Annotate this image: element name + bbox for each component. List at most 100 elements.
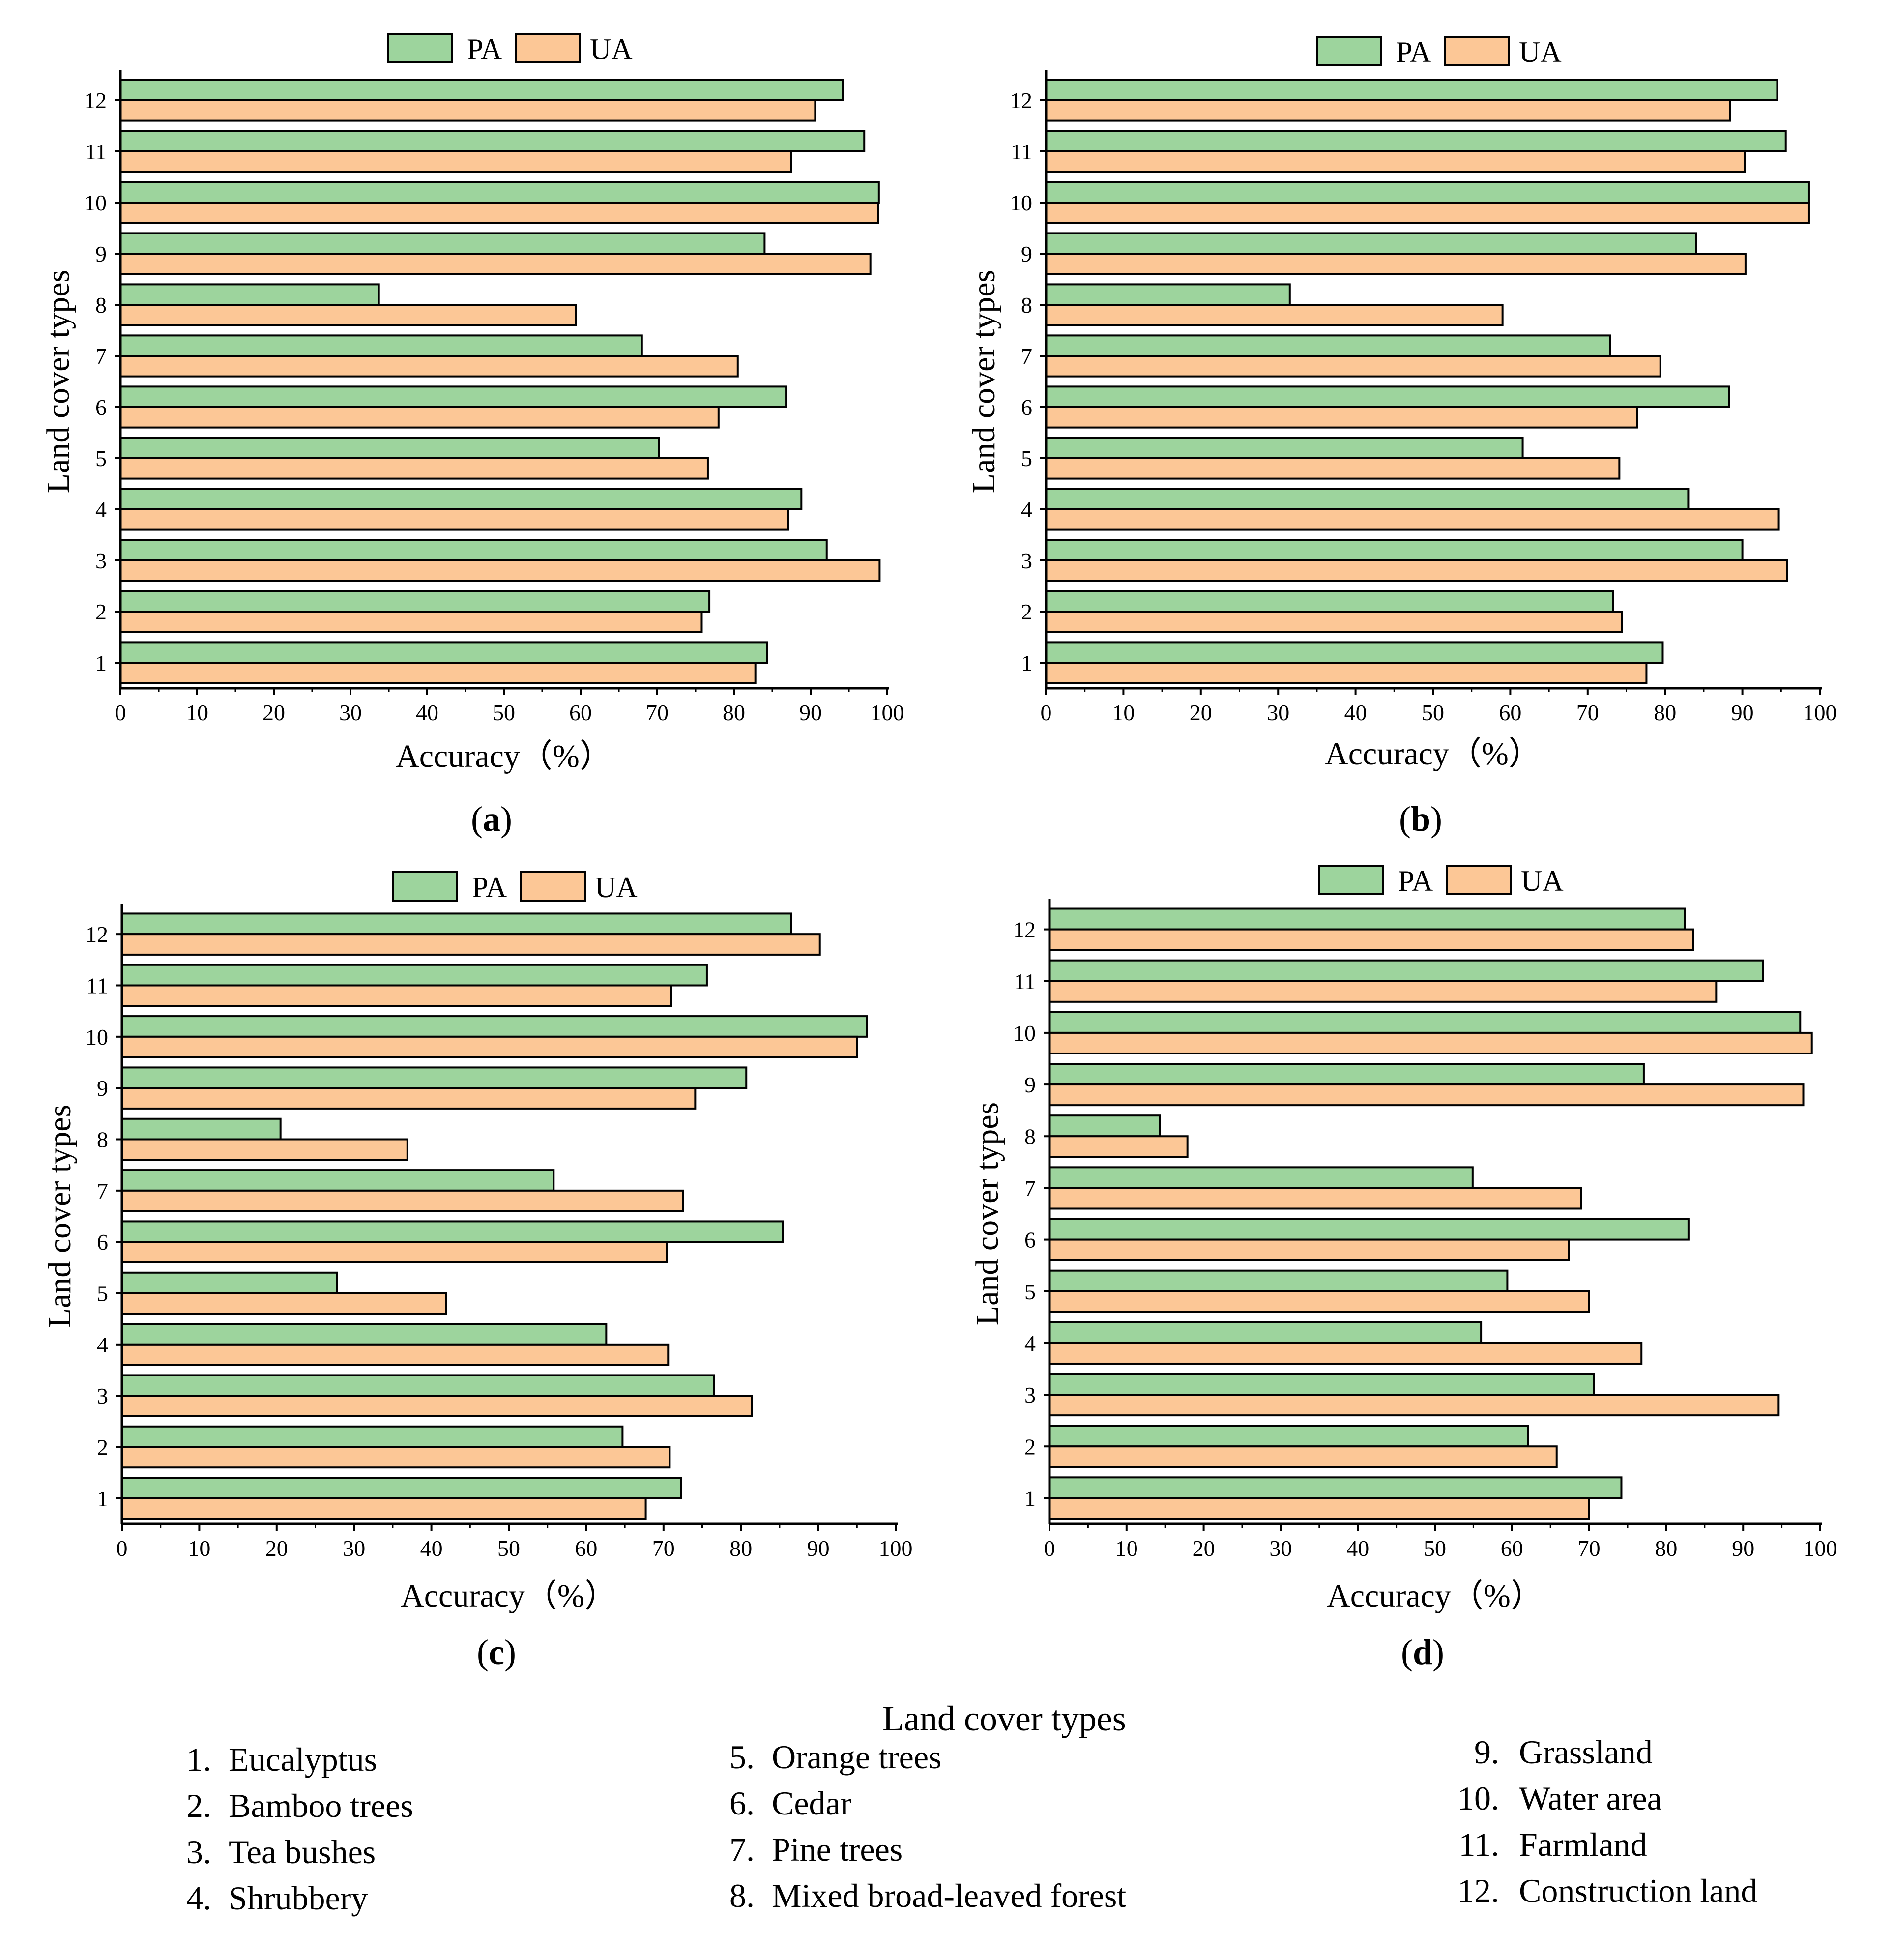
land-cover-item-label: Grassland [1519,1733,1653,1771]
legend-pa-label: PA [472,871,507,904]
x-tick-label: 60 [575,1536,597,1561]
bar-pa-1 [121,1477,683,1499]
bar-ua-7 [119,355,739,378]
y-tick-label: 10 [84,190,107,215]
x-tick-label: 0 [1041,700,1052,725]
bar-ua-3 [119,559,881,582]
land-cover-legend-title: Land cover types [882,1699,1126,1738]
bar-ua-11 [1049,980,1718,1003]
x-tick-label: 80 [1654,700,1676,725]
x-tick-label: 20 [262,700,285,725]
y-tick-label: 10 [86,1024,108,1050]
bar-ua-2 [1045,611,1623,633]
bar-ua-6 [1049,1238,1570,1261]
land-cover-item-number: 5. [729,1738,755,1776]
y-tick-label: 7 [97,1178,108,1203]
bar-ua-12 [1049,928,1694,951]
y-tick-label: 10 [1013,1021,1036,1046]
y-axis-label: Land cover types [966,270,1002,494]
bar-ua-8 [1045,304,1504,326]
bar-pa-2 [1045,590,1614,613]
bar-ua-8 [121,1138,408,1161]
legend-ua-swatch [1446,865,1512,895]
y-tick-label: 3 [1024,1382,1036,1407]
x-tick-label: 80 [1655,1536,1677,1561]
y-tick-label: 6 [1024,1228,1036,1253]
x-tick-label: 70 [1578,1536,1601,1561]
x-tick-label: 30 [1269,1536,1292,1561]
bar-pa-5 [1049,1269,1509,1292]
bar-pa-11 [1045,130,1787,152]
bar-pa-4 [1045,488,1690,511]
y-tick-label: 7 [1021,344,1032,369]
panel-label: (b) [1399,799,1442,839]
bar-pa-12 [1049,907,1686,931]
bar-ua-11 [1045,150,1746,173]
x-tick-label: 80 [723,700,745,725]
bar-pa-7 [121,1169,555,1192]
x-tick-label: 80 [729,1536,752,1561]
bar-ua-9 [119,253,872,275]
bar-pa-6 [119,385,787,409]
x-axis-label: Accuracy（%） [396,738,612,774]
y-axis-label: Land cover types [40,270,76,494]
x-tick-label: 40 [1344,700,1367,725]
bar-pa-4 [1049,1321,1483,1344]
land-cover-item-label: Tea bushes [229,1833,376,1871]
legend-pa-swatch [392,871,458,902]
y-tick-label: 9 [1024,1072,1036,1097]
y-tick-label: 12 [1013,917,1036,942]
bar-ua-12 [119,99,816,122]
bar-ua-11 [119,150,792,173]
bar-pa-5 [121,1271,338,1294]
y-tick-label: 5 [1021,446,1032,471]
bar-pa-8 [1049,1114,1161,1138]
y-axis-label: Land cover types [969,1102,1005,1326]
bar-ua-4 [1049,1342,1643,1365]
bar-ua-11 [121,984,672,1007]
bar-ua-12 [1045,99,1731,122]
bar-pa-3 [121,1374,715,1397]
land-cover-item-number: 11. [1458,1826,1499,1863]
x-tick-label: 50 [493,700,515,725]
bar-pa-7 [1045,334,1611,357]
bar-ua-2 [121,1446,671,1469]
bar-ua-1 [1049,1497,1590,1520]
bar-ua-5 [119,457,709,480]
legend-ua-label: UA [590,33,633,65]
bar-ua-10 [119,202,879,224]
legend-ua-swatch [520,871,586,902]
legend-ua-label: UA [1521,865,1564,897]
y-tick-label: 2 [95,599,107,624]
bar-pa-6 [1049,1218,1690,1241]
bar-pa-2 [1049,1425,1529,1448]
y-tick-label: 1 [1024,1486,1036,1511]
y-tick-label: 11 [1011,139,1032,164]
x-tick-label: 70 [646,700,669,725]
bar-pa-1 [1049,1476,1623,1499]
x-tick-label: 40 [420,1536,443,1561]
bar-ua-7 [121,1189,684,1212]
y-tick-label: 3 [97,1383,108,1408]
bar-pa-6 [1045,385,1730,409]
x-axis-label: Accuracy（%） [1325,736,1541,772]
bar-pa-3 [1049,1373,1595,1396]
bar-pa-12 [121,912,792,936]
y-tick-label: 4 [97,1332,108,1357]
x-axis-label: Accuracy（%） [1327,1578,1543,1614]
bar-pa-12 [1045,79,1778,101]
bar-pa-7 [1049,1166,1474,1189]
bar-ua-1 [1045,662,1648,684]
bar-ua-9 [121,1087,697,1110]
y-tick-label: 2 [1021,599,1032,624]
land-cover-item-number: 1. [186,1741,211,1778]
x-tick-label: 100 [1804,1536,1837,1561]
panel-label: (c) [477,1633,516,1672]
y-tick-label: 7 [1024,1175,1036,1200]
y-tick-label: 8 [1021,293,1032,318]
panel-label: (d) [1401,1633,1444,1672]
bar-pa-10 [119,181,880,204]
x-tick-label: 30 [1267,700,1289,725]
